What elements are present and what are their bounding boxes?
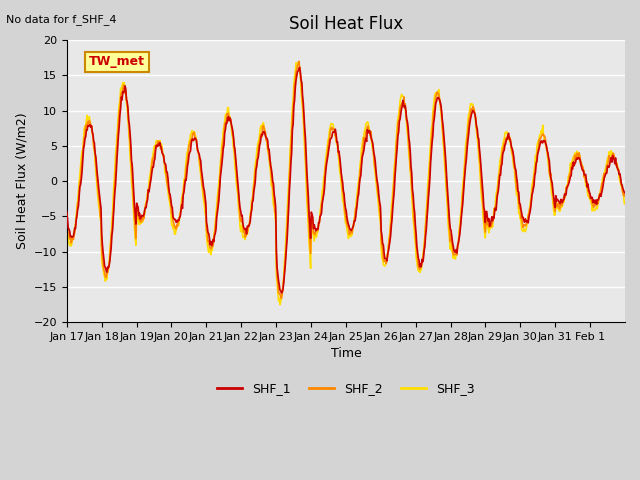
Y-axis label: Soil Heat Flux (W/m2): Soil Heat Flux (W/m2)	[15, 113, 28, 249]
Text: TW_met: TW_met	[89, 56, 145, 69]
Title: Soil Heat Flux: Soil Heat Flux	[289, 15, 403, 33]
Text: No data for f_SHF_4: No data for f_SHF_4	[6, 14, 117, 25]
X-axis label: Time: Time	[330, 347, 361, 360]
Legend: SHF_1, SHF_2, SHF_3: SHF_1, SHF_2, SHF_3	[212, 377, 480, 400]
